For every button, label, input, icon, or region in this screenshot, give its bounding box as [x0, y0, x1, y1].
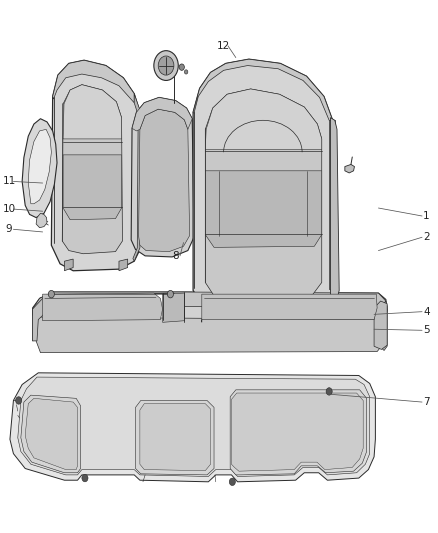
Polygon shape: [51, 60, 141, 271]
Polygon shape: [39, 292, 386, 308]
Polygon shape: [21, 395, 81, 473]
Polygon shape: [330, 118, 339, 305]
Text: 12: 12: [217, 41, 230, 51]
Polygon shape: [36, 317, 381, 353]
Polygon shape: [10, 373, 375, 482]
Polygon shape: [22, 119, 57, 217]
Circle shape: [48, 290, 54, 298]
Polygon shape: [32, 292, 53, 341]
Polygon shape: [53, 60, 134, 103]
Polygon shape: [329, 120, 335, 290]
Polygon shape: [63, 155, 122, 220]
Polygon shape: [205, 301, 219, 314]
Text: 11: 11: [3, 176, 16, 187]
Polygon shape: [193, 59, 332, 120]
Polygon shape: [62, 85, 123, 254]
Polygon shape: [132, 98, 192, 131]
Polygon shape: [119, 259, 128, 271]
Polygon shape: [131, 98, 194, 257]
Polygon shape: [205, 89, 322, 150]
Polygon shape: [205, 171, 322, 247]
Polygon shape: [135, 400, 214, 475]
Polygon shape: [28, 130, 51, 204]
Circle shape: [184, 70, 188, 74]
Text: 10: 10: [3, 204, 16, 214]
Polygon shape: [307, 301, 322, 314]
Text: 4: 4: [423, 306, 430, 317]
Polygon shape: [381, 301, 387, 351]
Text: 5: 5: [423, 325, 430, 335]
Polygon shape: [32, 296, 53, 341]
Polygon shape: [25, 398, 78, 470]
Circle shape: [158, 56, 174, 75]
Circle shape: [326, 387, 332, 395]
Circle shape: [167, 290, 173, 298]
Polygon shape: [64, 259, 73, 271]
Polygon shape: [133, 94, 141, 261]
Text: 1: 1: [423, 211, 430, 221]
Polygon shape: [32, 292, 387, 328]
Circle shape: [82, 474, 88, 482]
Polygon shape: [42, 293, 162, 321]
Polygon shape: [138, 109, 190, 252]
Polygon shape: [140, 403, 211, 471]
Polygon shape: [63, 85, 122, 139]
Polygon shape: [193, 59, 335, 314]
Text: 8: 8: [172, 251, 179, 261]
Polygon shape: [162, 293, 184, 322]
Polygon shape: [345, 165, 354, 173]
Text: 2: 2: [423, 232, 430, 243]
Polygon shape: [374, 301, 387, 350]
Circle shape: [179, 64, 184, 70]
Polygon shape: [36, 213, 47, 228]
Polygon shape: [230, 390, 367, 475]
Circle shape: [154, 51, 178, 80]
Text: 9: 9: [6, 224, 12, 235]
Polygon shape: [202, 294, 377, 322]
Polygon shape: [18, 377, 370, 477]
Circle shape: [16, 397, 22, 404]
Text: 7: 7: [423, 397, 430, 407]
Circle shape: [229, 478, 235, 486]
Polygon shape: [231, 393, 363, 471]
Polygon shape: [205, 89, 322, 304]
